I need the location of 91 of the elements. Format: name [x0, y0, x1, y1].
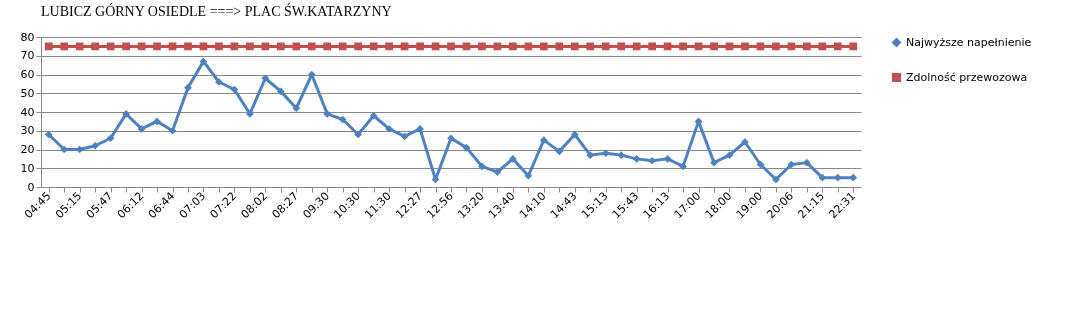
point	[276, 42, 285, 51]
point	[153, 42, 161, 51]
y-tick-label: 70	[20, 49, 35, 63]
y-tick-label: 20	[20, 143, 35, 156]
point	[833, 42, 842, 51]
point	[323, 110, 332, 118]
point	[276, 87, 285, 96]
point	[44, 42, 53, 51]
point	[772, 175, 780, 184]
y-tick-label: 0	[27, 180, 35, 194]
point	[122, 42, 130, 51]
point	[292, 104, 301, 113]
point	[772, 42, 780, 51]
point	[478, 162, 486, 171]
point	[369, 42, 378, 51]
y-tick-label: 10	[20, 161, 35, 175]
point	[338, 115, 347, 124]
point	[137, 125, 146, 133]
point	[338, 42, 347, 51]
point	[91, 42, 100, 51]
point	[245, 110, 254, 118]
point	[261, 42, 270, 51]
point	[44, 130, 53, 139]
point	[153, 117, 161, 126]
point	[354, 130, 363, 139]
y-tick-label: 60	[20, 68, 35, 81]
point	[462, 143, 471, 152]
point	[617, 151, 626, 159]
point	[586, 42, 595, 51]
point	[478, 42, 486, 51]
point	[710, 42, 718, 51]
point	[184, 83, 192, 92]
point	[292, 42, 301, 51]
point	[802, 42, 811, 51]
point	[601, 42, 610, 51]
point	[741, 42, 749, 51]
legend-label: Zdolność przewozowa	[906, 70, 1028, 84]
point	[168, 126, 177, 135]
point	[570, 42, 579, 51]
point	[416, 125, 424, 133]
point	[818, 42, 827, 51]
y-tick-label: 50	[20, 86, 35, 100]
point	[617, 42, 626, 51]
point	[215, 42, 223, 51]
point	[307, 42, 316, 51]
point	[122, 110, 130, 118]
point	[385, 125, 393, 133]
point	[75, 42, 84, 51]
point	[354, 42, 363, 51]
point	[570, 130, 579, 139]
point	[601, 149, 610, 158]
point	[648, 156, 657, 165]
point	[524, 42, 533, 51]
point	[679, 42, 687, 51]
y-tick-label: 40	[20, 105, 35, 119]
point	[323, 42, 332, 51]
point	[400, 132, 409, 141]
y-tick-label: 80	[20, 30, 35, 44]
point	[555, 147, 564, 156]
point	[849, 173, 858, 182]
point	[586, 151, 595, 159]
point	[555, 42, 564, 51]
point	[648, 42, 657, 51]
point	[493, 168, 502, 176]
point	[416, 42, 424, 51]
point	[199, 57, 208, 66]
legend-label: Najwyższe napełnienie	[906, 35, 1032, 49]
point	[539, 136, 548, 144]
point	[849, 42, 858, 51]
point	[184, 42, 192, 51]
point	[106, 134, 115, 143]
point	[524, 171, 533, 180]
point	[679, 162, 687, 171]
y-tick-label: 30	[20, 124, 35, 138]
point	[369, 111, 378, 120]
point	[447, 42, 455, 51]
point	[710, 158, 718, 167]
point	[663, 155, 672, 163]
point	[509, 42, 517, 51]
point	[245, 42, 254, 51]
point	[539, 42, 548, 51]
point	[509, 155, 517, 163]
point	[725, 151, 734, 159]
chart-title: LUBICZ GÓRNY OSIEDLE ===> PLAC ŚW.KATARZYNY	[41, 3, 392, 19]
point	[632, 155, 641, 163]
point	[385, 42, 393, 51]
point	[261, 74, 270, 83]
point	[60, 42, 69, 51]
point	[91, 141, 100, 150]
point	[632, 42, 641, 51]
point	[447, 134, 455, 143]
